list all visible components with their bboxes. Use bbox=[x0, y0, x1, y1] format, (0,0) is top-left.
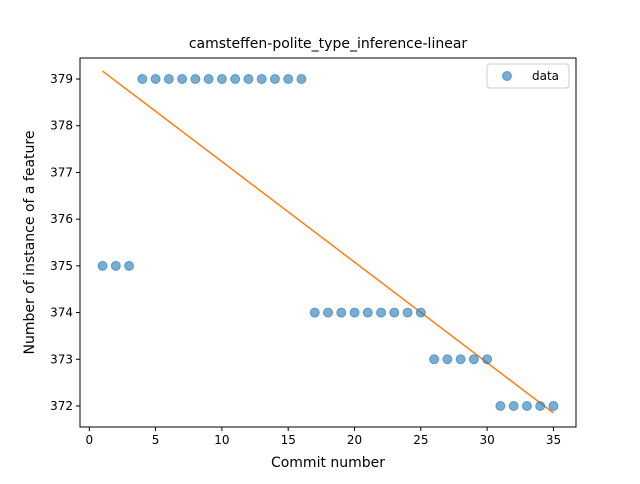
data-point bbox=[429, 354, 440, 365]
plot-frame bbox=[79, 57, 577, 428]
data-point bbox=[402, 307, 413, 318]
data-point bbox=[110, 260, 121, 271]
data-point bbox=[309, 307, 320, 318]
x-tick-label: 20 bbox=[347, 433, 362, 447]
data-point bbox=[190, 74, 201, 85]
data-point bbox=[124, 260, 135, 271]
fit-line-layer bbox=[102, 70, 554, 414]
y-tick-label: 376 bbox=[50, 212, 73, 226]
data-point bbox=[508, 400, 519, 411]
y-tick-label: 373 bbox=[50, 352, 73, 366]
data-point bbox=[535, 400, 546, 411]
data-point bbox=[256, 74, 267, 85]
data-point bbox=[336, 307, 347, 318]
x-tick-label: 5 bbox=[152, 433, 160, 447]
data-point bbox=[97, 260, 108, 271]
data-point bbox=[362, 307, 373, 318]
data-point bbox=[163, 74, 174, 85]
data-point bbox=[376, 307, 387, 318]
x-axis-ticks: 0 5 10 15 20 25 30 35 bbox=[85, 427, 561, 447]
data-point bbox=[482, 354, 493, 365]
fit-line bbox=[102, 70, 554, 414]
y-tick-label: 377 bbox=[50, 165, 73, 179]
data-point bbox=[323, 307, 333, 318]
legend-label-data: data bbox=[532, 69, 559, 83]
x-tick-label: 30 bbox=[480, 433, 495, 447]
data-point bbox=[521, 400, 532, 411]
x-tick-label: 0 bbox=[85, 433, 93, 447]
data-points-layer bbox=[97, 74, 559, 411]
y-tick-label: 375 bbox=[50, 259, 73, 273]
legend: data bbox=[486, 63, 570, 89]
y-tick-label: 378 bbox=[50, 119, 73, 133]
data-point bbox=[283, 74, 294, 85]
data-point bbox=[415, 307, 426, 318]
data-point bbox=[230, 74, 241, 85]
y-axis-title: Number of instance of a feature bbox=[22, 131, 38, 355]
data-point bbox=[137, 74, 148, 85]
data-point bbox=[468, 354, 479, 365]
x-tick-label: 35 bbox=[546, 433, 561, 447]
x-tick-label: 10 bbox=[214, 433, 229, 447]
x-tick-label: 25 bbox=[413, 433, 428, 447]
data-point bbox=[349, 307, 360, 318]
data-point bbox=[177, 74, 188, 85]
data-point bbox=[243, 74, 254, 85]
data-point bbox=[442, 354, 453, 365]
chart-title: camsteffen-polite_type_inference-linear bbox=[189, 36, 468, 52]
legend-marker-data bbox=[502, 71, 512, 81]
data-point bbox=[203, 74, 214, 85]
y-tick-label: 374 bbox=[50, 306, 73, 320]
data-point bbox=[389, 307, 400, 318]
y-tick-label: 379 bbox=[50, 72, 73, 86]
data-point bbox=[548, 400, 559, 411]
x-tick-label: 15 bbox=[281, 433, 296, 447]
data-point bbox=[495, 400, 506, 411]
data-point bbox=[296, 74, 307, 85]
x-axis-title: Commit number bbox=[271, 455, 385, 471]
legend-box bbox=[486, 63, 570, 89]
data-point bbox=[150, 74, 161, 85]
data-point bbox=[455, 354, 466, 365]
data-point bbox=[269, 74, 280, 85]
data-point bbox=[216, 74, 227, 85]
y-axis-ticks: 372 373 374 375 376 377 378 379 bbox=[50, 72, 80, 413]
y-tick-label: 372 bbox=[50, 399, 73, 413]
